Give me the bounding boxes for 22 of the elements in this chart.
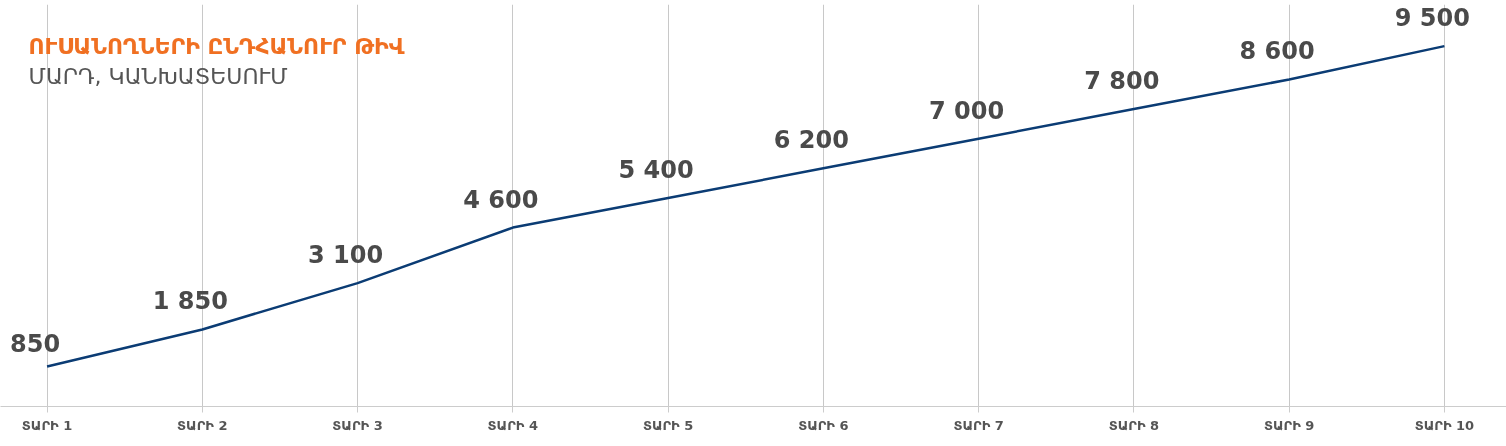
x-tick-label: ՏԱՐԻ 6 [798, 417, 849, 433]
data-label: 5 400 [618, 155, 694, 184]
x-tick-label: ՏԱՐԻ 2 [177, 417, 228, 433]
x-tick-label: ՏԱՐԻ 10 [1414, 417, 1475, 433]
x-tick-label: ՏԱՐԻ 3 [332, 417, 383, 433]
data-label: 7 000 [929, 96, 1005, 125]
data-label: 8 600 [1239, 37, 1315, 66]
chart-title: ՈՒՍԱՆՈՂՆԵՐԻ ԸՆԴՀԱՆՈՒՐ ԹԻՎ [28, 33, 405, 59]
x-tick-label: ՏԱՐԻ 4 [487, 417, 539, 433]
x-tick-label: ՏԱՐԻ 1 [21, 417, 73, 433]
data-label: 6 200 [773, 126, 849, 155]
x-tick-label: ՏԱՐԻ 7 [953, 417, 1004, 433]
x-tick-label: ՏԱՐԻ 8 [1108, 417, 1160, 433]
text: ՄԱՐԴ, ԿԱՆԽԱՏԵՍՈՒՄ [28, 63, 288, 89]
data-label: 850 [10, 330, 61, 359]
data-label: 7 800 [1084, 67, 1160, 96]
data-label: 1 850 [152, 287, 228, 316]
data-label: 3 100 [308, 241, 384, 270]
x-tick-label: ՏԱՐԻ 9 [1263, 417, 1315, 433]
data-label: 9 500 [1394, 4, 1470, 33]
x-tick-label: ՏԱՐԻ 5 [642, 417, 694, 433]
data-label: 4 600 [463, 185, 539, 214]
